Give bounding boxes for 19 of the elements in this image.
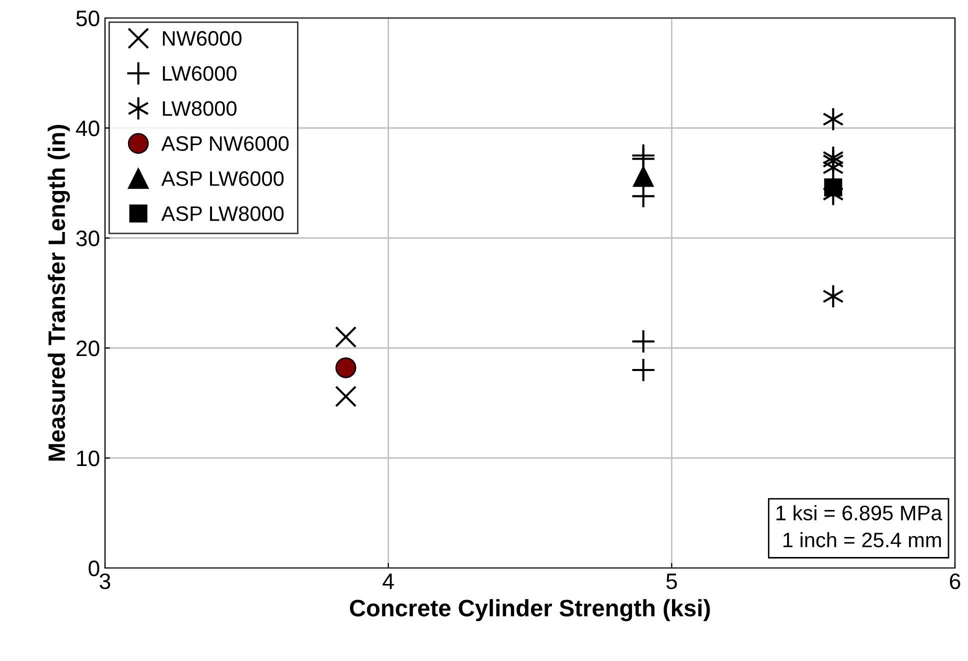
y-tick-label: 40 <box>76 120 100 136</box>
legend-label: ASP NW6000 <box>161 136 289 151</box>
y-axis-title: Measured Transfer Length (in) <box>48 124 70 461</box>
y-tick-label: 20 <box>76 340 100 356</box>
x-tick-label: 6 <box>950 573 960 590</box>
legend-label: ASP LW8000 <box>161 206 284 222</box>
annotation: 1 ksi = 6.895 MPa 1 inch = 25.4 mm <box>776 505 942 548</box>
x-tick-label: 4 <box>382 574 394 589</box>
legend-label: ASP LW6000 <box>161 171 284 186</box>
x-axis-title: Concrete Cylinder Strength (ksi) <box>350 599 710 622</box>
legend-label: NW6000 <box>162 31 242 46</box>
legend-label: LW8000 <box>162 101 236 116</box>
x-tick-label: 5 <box>666 574 677 590</box>
y-tick-label: 50 <box>76 10 100 26</box>
y-tick-label: 30 <box>76 230 100 246</box>
x-tick-label: 3 <box>100 573 110 590</box>
y-tick-label: 10 <box>77 450 100 466</box>
legend-label: LW6000 <box>162 66 236 81</box>
y-tick-label: 0 <box>88 560 100 576</box>
